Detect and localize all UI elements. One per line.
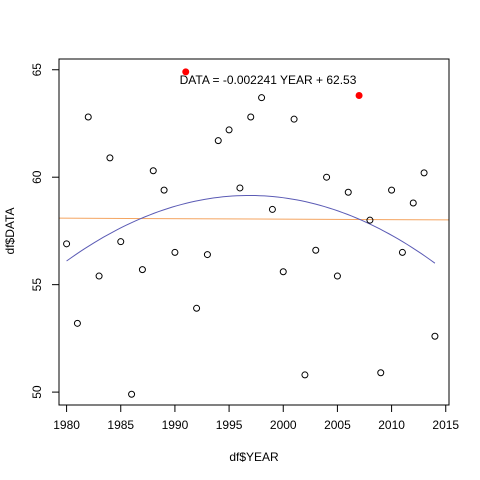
data-point: [258, 94, 266, 102]
x-tick-label: 2015: [432, 418, 459, 432]
highlighted-data-point: [355, 92, 363, 100]
data-point: [420, 169, 428, 177]
data-point: [268, 205, 276, 213]
linear-fit-line: [58, 217, 450, 221]
x-axis-label: df$YEAR: [229, 450, 279, 464]
y-tick-label: 65: [30, 63, 44, 77]
data-point: [149, 167, 157, 175]
data-point: [247, 113, 255, 121]
data-point: [117, 238, 125, 246]
fit-lines: [58, 194, 450, 264]
data-point: [128, 390, 136, 398]
y-tick-label: 50: [30, 385, 44, 399]
data-point: [214, 137, 222, 145]
data-point: [225, 126, 233, 134]
data-point: [388, 186, 396, 194]
data-point: [106, 154, 114, 162]
x-tick-label: 1980: [53, 418, 80, 432]
data-point: [203, 251, 211, 259]
y-axis-label: df$DATA: [3, 208, 17, 255]
x-tick-label: 2010: [378, 418, 405, 432]
data-point: [160, 186, 168, 194]
data-point: [398, 248, 406, 256]
x-tick-label: 2000: [270, 418, 297, 432]
data-point: [431, 332, 439, 340]
data-point: [290, 115, 298, 123]
data-point: [377, 369, 385, 377]
x-tick-label: 1985: [107, 418, 134, 432]
data-point: [236, 184, 244, 192]
highlighted-data-point: [182, 68, 190, 76]
data-point: [171, 248, 179, 256]
data-point: [301, 371, 309, 379]
data-point: [84, 113, 92, 121]
data-point: [279, 268, 287, 276]
data-point: [138, 266, 146, 274]
data-point: [409, 199, 417, 207]
data-point: [95, 272, 103, 280]
x-tick-label: 1995: [216, 418, 243, 432]
data-point: [333, 272, 341, 280]
y-axis: 50 55 60 65: [30, 63, 60, 399]
data-point: [63, 240, 71, 248]
data-points: [63, 68, 439, 398]
x-axis: 1980 1985 1990 1995 2000 2005 2010 2015: [53, 404, 459, 432]
x-tick-label: 2005: [324, 418, 351, 432]
data-point: [312, 246, 320, 254]
data-point: [73, 319, 81, 327]
fit-equation-annotation: DATA = -0.002241 YEAR + 62.53: [180, 73, 357, 87]
data-point: [323, 173, 331, 181]
y-tick-label: 60: [30, 170, 44, 184]
y-tick-label: 55: [30, 278, 44, 292]
data-point: [366, 216, 374, 224]
data-point: [193, 304, 201, 312]
data-point: [344, 188, 352, 196]
x-tick-label: 1990: [162, 418, 189, 432]
quadratic-fit-curve: [66, 194, 436, 264]
